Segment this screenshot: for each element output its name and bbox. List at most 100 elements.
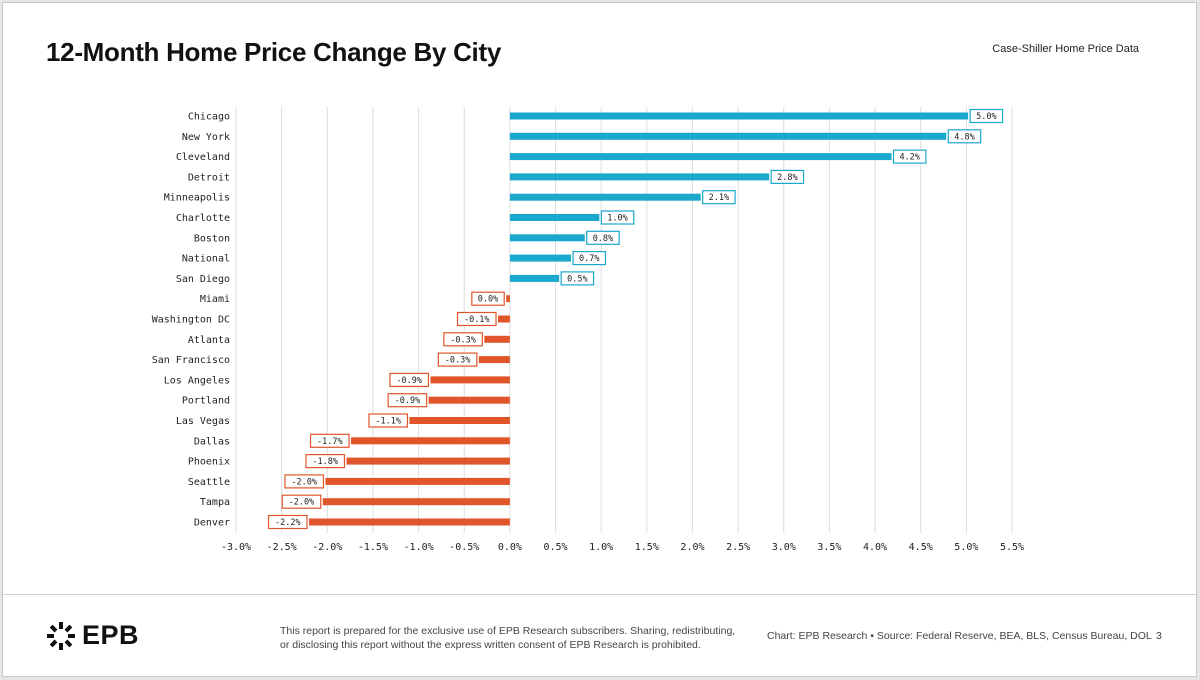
data-label-box [387, 393, 428, 408]
category-label: Minneapolis [164, 193, 230, 204]
bar [506, 295, 510, 303]
data-label: -0.1% [464, 315, 490, 325]
category-label: New York [182, 132, 230, 143]
category-label: Portland [182, 396, 230, 407]
x-tick-label: 2.0% [680, 542, 704, 553]
x-tick-label: -0.5% [449, 542, 479, 553]
bar [509, 153, 892, 161]
source-credit: Chart: EPB Research • Source: Federal Re… [767, 630, 1152, 642]
data-label: 4.8% [954, 132, 974, 142]
category-label: Boston [194, 233, 230, 244]
bar [428, 396, 510, 404]
bar [509, 274, 560, 282]
x-tick-label: 3.0% [772, 542, 796, 553]
data-label-box [702, 190, 736, 205]
x-tick-label: -3.0% [221, 542, 251, 553]
category-label: Dallas [194, 436, 230, 447]
data-label-box [892, 149, 927, 164]
chart-subtitle: Case-Shiller Home Price Data [992, 43, 1139, 55]
data-label-box [600, 210, 635, 225]
bar [484, 335, 510, 343]
category-label: Los Angeles [164, 375, 230, 386]
bar [509, 132, 947, 140]
bar [322, 498, 510, 506]
brand-name: EPB [82, 620, 140, 650]
bar [498, 315, 510, 323]
sunburst-logo-icon [47, 621, 75, 650]
category-label: Cleveland [176, 152, 230, 163]
bar [430, 376, 510, 384]
category-label: Las Vegas [176, 416, 230, 427]
data-label: -2.2% [275, 518, 301, 528]
data-label: 0.0% [478, 295, 498, 305]
data-label-box [389, 372, 430, 387]
data-label-box [368, 413, 409, 428]
bar [346, 457, 510, 465]
bar [409, 417, 510, 424]
x-tick-label: 4.0% [863, 542, 887, 553]
x-tick-label: 1.0% [589, 542, 613, 553]
category-label: San Francisco [152, 355, 230, 366]
data-label-box [437, 352, 478, 367]
data-label-box [770, 169, 805, 184]
data-label: 4.2% [899, 153, 919, 163]
x-tick-label: 1.5% [635, 542, 659, 553]
bar [509, 173, 770, 181]
bar [309, 518, 510, 526]
data-label-box [969, 108, 1004, 124]
brand-logo: EPB [46, 620, 139, 651]
page-number: 3 [1156, 630, 1162, 642]
disclaimer-line-1: This report is prepared for the exclusiv… [280, 625, 736, 637]
data-label: 0.5% [567, 274, 587, 284]
data-label-box [267, 514, 308, 530]
x-tick-label: -1.5% [358, 542, 388, 553]
bar [325, 477, 510, 485]
data-label-box [305, 454, 346, 469]
footer-divider [3, 594, 1196, 595]
x-tick-label: -2.5% [267, 542, 297, 553]
data-label-box [471, 291, 505, 306]
category-label: Phoenix [188, 457, 230, 468]
data-label-box [586, 230, 620, 245]
data-label: 5.0% [976, 112, 996, 122]
data-label: 2.1% [709, 193, 729, 203]
x-tick-label: 3.5% [817, 542, 841, 553]
x-tick-label: 5.0% [954, 542, 978, 553]
category-label: Tampa [200, 497, 230, 508]
bar [509, 112, 969, 120]
data-label: -1.7% [317, 437, 343, 447]
category-label: Charlotte [176, 213, 230, 224]
category-label: Miami [200, 294, 230, 305]
bar [509, 254, 572, 262]
data-label: -0.9% [396, 376, 422, 386]
data-label: -2.0% [289, 498, 315, 508]
category-label: Washington DC [152, 315, 230, 326]
disclaimer: This report is prepared for the exclusiv… [280, 624, 740, 652]
data-label: 1.0% [607, 214, 627, 224]
category-label: Denver [194, 518, 230, 529]
data-label-box [572, 251, 607, 266]
data-label: -2.0% [291, 477, 317, 487]
bar-chart: -3.0% -2.5% -2.0% -1.5% -1.0% -0.5% 0.0% 0.5% 1.… [152, 107, 1024, 553]
bar [509, 214, 600, 221]
category-label: National [182, 254, 230, 265]
disclaimer-line-2: or disclosing this report without the ex… [280, 639, 701, 651]
data-label: 0.8% [593, 234, 613, 244]
data-label-box [456, 311, 497, 327]
x-tick-label: 0.5% [543, 542, 567, 553]
data-label: -0.3% [445, 356, 471, 366]
category-label: Seattle [188, 477, 230, 488]
bar [351, 437, 510, 445]
x-tick-label: -2.0% [312, 542, 342, 553]
data-label: 2.8% [777, 173, 797, 183]
data-label: 0.7% [579, 254, 599, 264]
data-label-box [947, 129, 982, 144]
x-tick-label: 4.5% [909, 542, 933, 553]
page-title: 12-Month Home Price Change By City [46, 37, 501, 67]
data-label-box [560, 271, 595, 286]
x-tick-label: 2.5% [726, 542, 750, 553]
bar [509, 234, 585, 242]
category-label: Detroit [188, 172, 230, 183]
data-label: -1.8% [312, 457, 338, 467]
